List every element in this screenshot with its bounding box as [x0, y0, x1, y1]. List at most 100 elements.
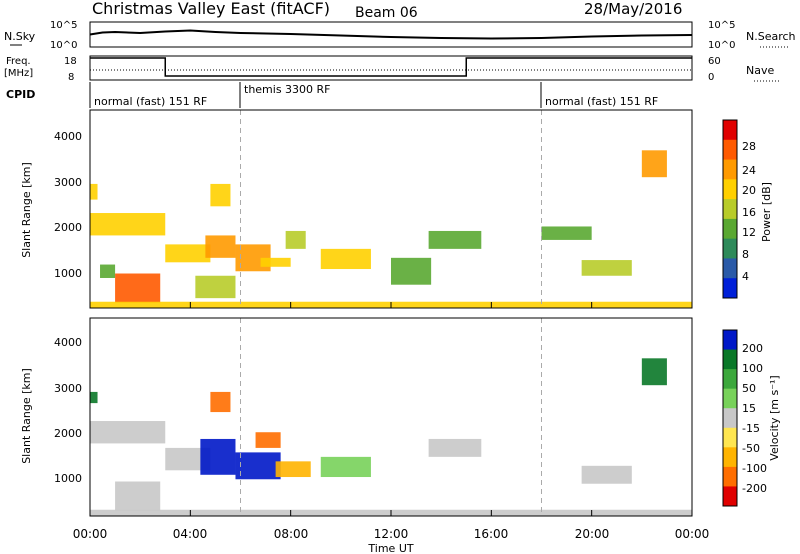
velocity-cbar-swatch-7 [723, 466, 737, 487]
power-cbar-tick-20: 20 [742, 184, 756, 197]
power-blob-9 [260, 257, 291, 267]
power-blob-7 [195, 275, 236, 299]
velocity-cbar-swatch-5 [723, 427, 737, 448]
velocity-ylabel: Slant Range [km] [20, 368, 33, 464]
freq-left-tick-top: 18 [64, 56, 77, 67]
power-cbar-swatch-1 [723, 139, 737, 161]
power-cbar-tick-12: 12 [742, 226, 756, 239]
velocity-cbar-tick-100: 100 [742, 362, 763, 375]
noise-series [89, 29, 693, 40]
velocity-cbar-swatch-4 [723, 408, 737, 429]
velocity-colorbar-frame [722, 329, 738, 507]
velocity-blob-0 [90, 421, 166, 444]
power-cbar-swatch-3 [723, 179, 737, 200]
power-blob-5 [205, 235, 236, 258]
noise-left-tick-top: 10^5 [50, 20, 77, 31]
xtick-0400: 04:00 [173, 527, 208, 541]
velocity-heatmap [90, 318, 692, 516]
power-cbar-swatch-7 [723, 258, 737, 279]
xtick-1200: 12:00 [374, 527, 409, 541]
velocity-cbar-label: Velocity [m s⁻¹] [768, 375, 781, 460]
velocity-ytick-3000: 3000 [54, 382, 82, 395]
power-cbar-tick-16: 16 [742, 206, 756, 219]
power-cbar-tick-4: 4 [742, 270, 749, 283]
power-cbar-swatch-2 [723, 159, 737, 180]
noise-search-label: N.Search [746, 30, 796, 43]
velocity-axis-ticks [89, 510, 693, 516]
noise-right-tick-top: 10^5 [708, 20, 735, 31]
velocity-ytick-2000: 2000 [54, 427, 82, 440]
velocity-colorbar: 200 100 50 15 -15 -50 -100 -200 Velocity… [722, 329, 781, 507]
power-cbar-tick-8: 8 [742, 248, 749, 261]
velocity-blob-8 [275, 461, 311, 478]
frequency-series [90, 57, 692, 77]
noise-panel: N.Sky 10^5 10^0 10^5 10^0 N.Search [4, 20, 796, 51]
power-cbar-tick-24: 24 [742, 164, 756, 177]
power-axis-ticks [89, 302, 693, 308]
velocity-blob-5 [210, 391, 231, 413]
cpid-bar: CPID normal (fast) 151 RF themis 3300 RF… [6, 82, 658, 108]
frequency-line [90, 57, 692, 77]
velocity-cbar-tick-m15: -15 [742, 422, 760, 435]
power-blob-4 [165, 244, 211, 263]
beam-label: Beam 06 [355, 5, 418, 21]
velocity-blob-9 [320, 456, 371, 478]
power-ytick-1000: 1000 [54, 267, 82, 280]
power-cbar-label: Power [dB] [760, 182, 773, 242]
noise-frame [89, 21, 693, 48]
power-blob-2 [115, 273, 161, 303]
power-ylabel: Slant Range [km] [20, 162, 33, 258]
velocity-cbar-tick-m50: -50 [742, 442, 760, 455]
noise-right-tick-bottom: 10^0 [708, 40, 735, 51]
power-blob-3 [100, 264, 116, 278]
power-cbar-swatch-6 [723, 238, 737, 259]
power-blob-16 [541, 226, 592, 240]
freq-frame [89, 55, 693, 81]
velocity-cbar-swatch-2 [723, 369, 737, 390]
velocity-blob-11 [581, 465, 632, 484]
power-blob-0 [90, 213, 166, 236]
power-colorbar-swatches [723, 120, 737, 299]
velocity-blob-4 [200, 438, 236, 475]
velocity-frame [89, 317, 693, 517]
freq-left-tick-bottom: 8 [68, 72, 74, 83]
velocity-ytick-1000: 1000 [54, 472, 82, 485]
velocity-colorbar-swatches [723, 330, 737, 507]
velocity-cbar-swatch-3 [723, 388, 737, 409]
velocity-cbar-swatch-8 [723, 486, 737, 507]
power-blob-11 [320, 248, 371, 270]
freq-right-tick-bottom: 0 [708, 72, 714, 83]
velocity-blob-1 [90, 391, 98, 404]
velocity-panel: Slant Range [km] 4000 3000 2000 1000 00:… [20, 317, 710, 554]
power-blob-12 [391, 257, 432, 285]
power-cbar-swatch-4 [723, 199, 737, 220]
power-cbar-tick-28: 28 [742, 140, 756, 153]
xtick-2400: 00:00 [675, 527, 710, 541]
frequency-panel: Freq. [MHz] 18 8 60 0 Nave [4, 55, 780, 83]
freq-right-tick-top: 60 [708, 56, 721, 67]
date-label: 28/May/2016 [584, 0, 682, 18]
xtick-0000: 00:00 [73, 527, 108, 541]
power-cbar-swatch-0 [723, 120, 737, 141]
velocity-cbar-tick-50: 50 [742, 382, 756, 395]
velocity-ytick-4000: 4000 [54, 336, 82, 349]
cpid-label: CPID [6, 88, 35, 101]
power-ytick-2000: 2000 [54, 221, 82, 234]
velocity-blob-7 [255, 432, 281, 448]
power-blob-15 [641, 150, 667, 178]
velocity-blob-3 [165, 447, 211, 471]
velocity-blob-12 [641, 358, 667, 386]
velocity-cbar-tick-m200: -200 [742, 482, 767, 495]
xtick-1600: 16:00 [474, 527, 509, 541]
power-blob-6 [210, 183, 231, 207]
power-colorbar: 28 24 20 16 12 8 4 Power [dB] [722, 119, 773, 299]
velocity-cbar-tick-15: 15 [742, 402, 756, 415]
noise-sky-line [89, 29, 693, 40]
freq-label-line1: Freq. [6, 56, 31, 67]
velocity-cbar-tick-200: 200 [742, 342, 763, 355]
velocity-cbar-swatch-6 [723, 447, 737, 468]
velocity-cbar-swatch-0 [723, 330, 737, 351]
xlabel: Time UT [367, 542, 413, 554]
velocity-cbar-swatch-1 [723, 349, 737, 370]
noise-sky-label: N.Sky [4, 30, 36, 43]
